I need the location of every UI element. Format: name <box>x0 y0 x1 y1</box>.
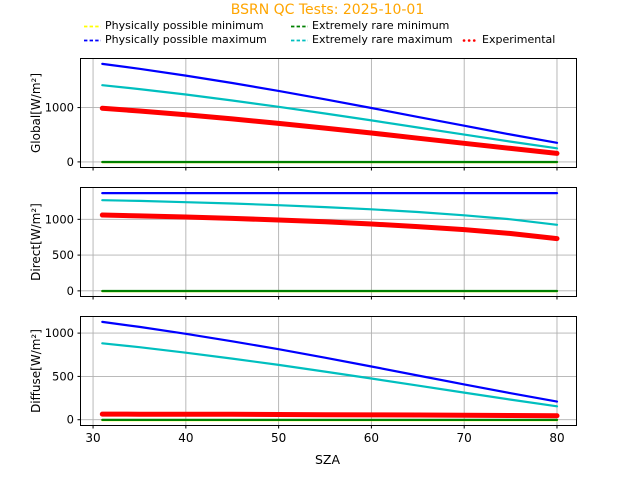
svg-text:40: 40 <box>178 431 193 445</box>
svg-text:80: 80 <box>549 431 564 445</box>
legend-label: Experimental <box>482 33 556 46</box>
legend-label: Physically possible minimum <box>105 19 264 32</box>
subplot-direct: Direct[W/m²] 0 500 1000 <box>29 187 577 300</box>
legend-item-extremely-rare-maximum: Extremely rare maximum <box>290 33 453 46</box>
legend-label: Physically possible maximum <box>105 33 267 46</box>
svg-text:1000: 1000 <box>45 212 74 226</box>
legend-item-extremely-rare-minimum: Extremely rare minimum <box>290 19 449 32</box>
dashed-line-icon <box>291 39 308 41</box>
svg-text:0: 0 <box>67 413 74 427</box>
x-axis-label: SZA <box>314 452 341 467</box>
svg-text:0: 0 <box>67 155 74 169</box>
svg-text:60: 60 <box>364 431 379 445</box>
legend-label: Extremely rare maximum <box>312 33 453 46</box>
svg-text:500: 500 <box>52 248 74 262</box>
dotted-line-icon <box>462 38 478 42</box>
chart-title: BSRN QC Tests: 2025-10-01 <box>230 2 425 18</box>
legend-item-physically-possible-minimum: Physically possible minimum <box>83 19 264 32</box>
dashed-line-icon <box>84 39 101 41</box>
subplot-diffuse: Diffuse[W/m²] 30 40 50 60 70 80 0 500 1000 <box>29 316 577 445</box>
legend-item-experimental: Experimental <box>460 33 555 46</box>
y-axis-label-diffuse: Diffuse[W/m²] <box>29 329 43 413</box>
legend-label: Extremely rare minimum <box>312 19 450 32</box>
svg-text:30: 30 <box>85 431 100 445</box>
plot-area-direct: 0 500 1000 <box>45 188 576 300</box>
dashed-line-icon <box>84 25 101 27</box>
subplot-global: Global[W/m²] 0 1000 <box>29 58 577 171</box>
dashed-line-icon <box>291 25 308 27</box>
svg-text:50: 50 <box>271 431 286 445</box>
plot-area-global: 0 1000 <box>45 59 576 171</box>
legend-item-physically-possible-maximum: Physically possible maximum <box>83 33 267 46</box>
svg-text:0: 0 <box>67 284 74 298</box>
plot-area-diffuse: 30 40 50 60 70 80 0 500 1000 <box>45 317 576 445</box>
y-axis-label-global: Global[W/m²] <box>29 72 43 154</box>
svg-text:1000: 1000 <box>45 101 74 115</box>
y-axis-label-direct: Direct[W/m²] <box>29 203 43 281</box>
svg-text:1000: 1000 <box>45 326 74 340</box>
svg-text:70: 70 <box>457 431 472 445</box>
svg-text:500: 500 <box>52 369 74 383</box>
